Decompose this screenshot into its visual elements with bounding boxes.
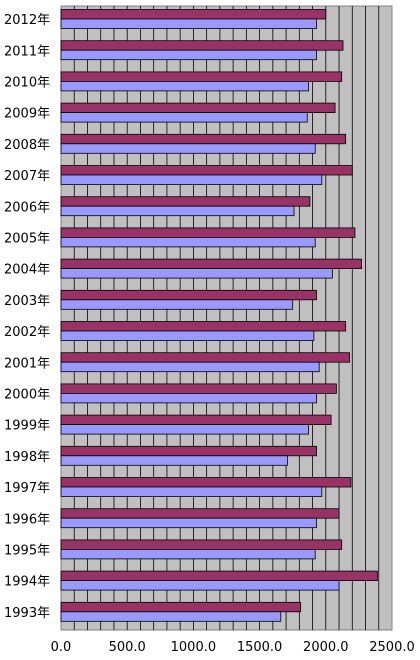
category-label: 1994年 (4, 575, 50, 590)
bar-series-1-1999年 (60, 414, 332, 426)
category-label: 2003年 (4, 294, 50, 309)
bar-series-1-1993年 (60, 601, 302, 613)
bar-series-2-2005年 (60, 236, 316, 248)
bar-series-2-2010年 (60, 81, 309, 92)
bar-series-1-2003年 (60, 289, 317, 301)
bar-series-2-2000年 (60, 392, 317, 404)
category-label: 2009年 (4, 107, 50, 122)
bar-series-1-2007年 (60, 165, 353, 176)
category-label: 1997年 (4, 481, 50, 496)
bar-series-2-2011年 (60, 49, 317, 61)
bar-series-1-2002年 (60, 321, 347, 332)
x-tick-label: 1000.0 (171, 640, 217, 655)
category-label: 2010年 (4, 76, 50, 91)
bar-series-1-2000年 (60, 383, 337, 394)
bar-series-2-1997年 (60, 486, 323, 497)
x-tick-labels: 0.0 500.0 1000.0 1500.0 2000.0 2500.0 (51, 640, 415, 655)
bar-series-2-2002年 (60, 330, 315, 341)
bar-series-1-2012年 (60, 9, 327, 20)
x-tick-label: 2500.0 (369, 640, 415, 655)
category-label: 1998年 (4, 450, 50, 465)
x-tick-label: 1500.0 (237, 640, 283, 655)
bar-series-1-1996年 (60, 508, 340, 519)
bar-series-1-1997年 (60, 477, 352, 488)
bar-series-2-2004年 (60, 268, 333, 279)
category-label: 2012年 (4, 13, 50, 28)
bar-series-1-2008年 (60, 133, 347, 145)
x-tick-label: 0.0 (51, 640, 72, 655)
bar-series-1-2005年 (60, 227, 356, 238)
category-label: 2011年 (4, 44, 50, 59)
bar-series-2-2007年 (60, 174, 323, 185)
category-label: 2004年 (4, 263, 50, 278)
bar-series-1-2001年 (60, 352, 351, 363)
x-tick-label: 500.0 (109, 640, 146, 655)
bar-series-1-2011年 (60, 40, 344, 51)
plot-area (60, 5, 393, 631)
category-label: 1995年 (4, 544, 50, 559)
bar-series-1-2010年 (60, 71, 343, 82)
category-label: 1993年 (4, 606, 50, 621)
category-label: 2008年 (4, 138, 50, 153)
category-label: 2005年 (4, 232, 50, 247)
bar-series-2-1993年 (60, 611, 282, 622)
bar-series-2-1995年 (60, 549, 316, 560)
bars (60, 9, 378, 622)
bar-series-2-1996年 (60, 517, 317, 529)
bar-series-1-1998年 (60, 445, 317, 457)
category-label: 2001年 (4, 356, 50, 371)
bar-series-1-1994年 (60, 570, 378, 581)
category-label: 1996年 (4, 512, 50, 527)
bar-series-2-2009年 (60, 112, 308, 123)
x-tick-label: 2000.0 (303, 640, 349, 655)
bar-series-2-2008年 (60, 143, 316, 154)
bar-series-2-1994年 (60, 580, 340, 591)
bar-series-2-2006年 (60, 205, 295, 217)
category-label: 2007年 (4, 169, 50, 184)
bar-series-2-2012年 (60, 18, 317, 29)
bar-series-1-2009年 (60, 102, 336, 113)
category-label: 2000年 (4, 388, 50, 403)
bar-series-1-1995年 (60, 539, 343, 550)
category-label: 1999年 (4, 419, 50, 434)
bar-series-1-2006年 (60, 196, 311, 207)
category-labels: 2012年 2011年 2010年 2009年 2008年 2007年 2006年 2005年… (4, 13, 50, 621)
bar-series-2-1999年 (60, 424, 309, 435)
category-label: 2006年 (4, 200, 50, 215)
bar-series-2-2001年 (60, 361, 320, 373)
bar-series-1-2004年 (60, 258, 362, 270)
bar-series-2-1998年 (60, 455, 288, 466)
bar-series-2-2003年 (60, 299, 294, 310)
category-label: 2002年 (4, 325, 50, 340)
